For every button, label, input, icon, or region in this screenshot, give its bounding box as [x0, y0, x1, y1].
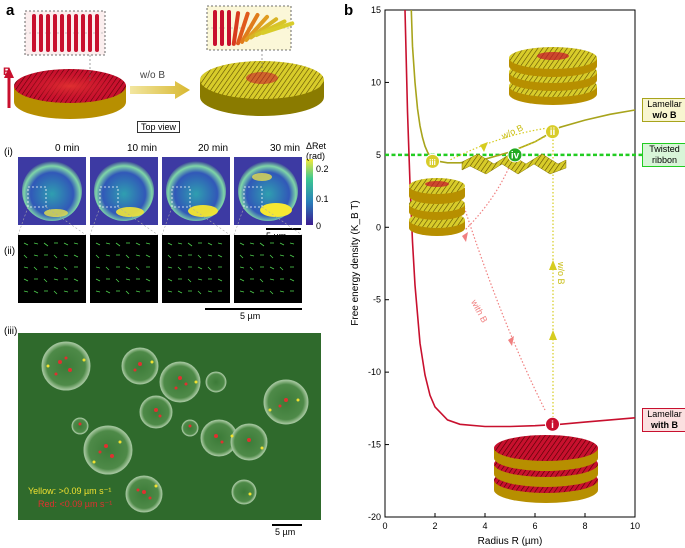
scale-bar-ii-label: 5 µm	[240, 311, 261, 321]
lamellar-with-b-annotation: Lamellar with B	[642, 408, 685, 432]
colorbar-title: ΔRet	[306, 141, 327, 151]
point-marker-ii	[545, 124, 560, 140]
transition-arrow-icon	[130, 81, 190, 99]
frame-0-min	[18, 157, 86, 225]
legend-yellow: Yellow: >0.09 µm s⁻¹	[28, 486, 112, 496]
without-b-label: w/o B	[140, 70, 166, 81]
y-tick-label: -15	[368, 440, 381, 450]
point-label-iv: iv	[511, 150, 520, 161]
scale-bar-iii-label: 5 µm	[275, 527, 296, 537]
tick-labels: 0 2 4 6 8 10 15 10 5 0 -5 -10 -15 -20	[368, 5, 640, 531]
panel-a-schematic	[4, 5, 324, 119]
time-label-1: 10 min	[127, 143, 158, 154]
colorbar-tick-mid: 0.1	[316, 194, 329, 204]
point-label-iii: iii	[429, 158, 436, 167]
row-iii-label: (iii)	[4, 326, 18, 337]
lamellar-stack-top-icon	[509, 47, 597, 105]
x-tick-label: 4	[482, 521, 487, 531]
path-without-b-top	[449, 127, 549, 161]
lamellar-wo-b-annotation: Lamellar w/o B	[642, 98, 685, 122]
x-tick-label: 6	[532, 521, 537, 531]
row-ii-label: (ii)	[4, 246, 16, 257]
lamellar-with-b-line1: Lamellar	[647, 409, 682, 419]
time-label-2: 20 min	[198, 143, 229, 154]
y-tick-label: 5	[376, 150, 381, 160]
point-marker-iii	[425, 153, 440, 169]
panel-b-letter: b	[344, 2, 354, 19]
y-tick-label: 10	[371, 77, 381, 87]
cell-tracking-image	[18, 333, 321, 526]
legend-red: Red: <0.09 µm s⁻¹	[38, 499, 113, 509]
x-tick-label: 10	[630, 521, 640, 531]
lamellar-wo-b-line2: w/o B	[652, 110, 677, 120]
twisted-line1: Twisted	[649, 144, 680, 154]
twisted-rods-inset	[206, 5, 295, 74]
orientation-maps	[18, 235, 302, 310]
twisted-line2: ribbon	[651, 155, 678, 165]
lamellar-stack-small-icon	[409, 178, 465, 236]
y-tick-label: -10	[368, 367, 381, 377]
lamellar-with-b-curve	[404, 9, 636, 428]
point-marker-i	[545, 416, 560, 432]
colorbar-unit: (rad)	[306, 151, 326, 161]
y-tick-label: 0	[376, 222, 381, 232]
path-with-b	[459, 164, 546, 411]
point-marker-iv	[507, 147, 523, 163]
y-tick-label: 15	[371, 5, 381, 15]
time-label-0: 0 min	[55, 143, 80, 154]
twisted-ribbon-annotation: Twisted ribbon	[642, 143, 685, 167]
colorbar-tick-low: 0	[316, 221, 322, 231]
y-axis-label: Free energy density (K_B T)	[350, 200, 361, 325]
aligned-rods-inset	[24, 10, 106, 82]
magnetic-field-arrow-icon	[4, 67, 14, 108]
frame-10-min	[90, 157, 158, 225]
b-field-label: B	[3, 66, 11, 78]
point-label-i: i	[551, 420, 554, 431]
yellow-disc-schematic	[200, 61, 324, 116]
lamellar-wo-b-line1: Lamellar	[647, 99, 682, 109]
top-view-label: Top view	[137, 121, 181, 133]
colorbar-tick-high: 0.2	[316, 164, 329, 174]
twisted-ribbon-icon	[461, 153, 567, 175]
lamellar-stack-bottom-icon	[494, 435, 598, 503]
y-tick-label: -20	[368, 512, 381, 522]
frame-20-min	[162, 157, 230, 225]
lamellar-with-b-line2: with B	[651, 420, 678, 430]
without-b-vertical-label: w/o B	[556, 262, 566, 285]
plot-frame	[384, 9, 636, 518]
x-tick-label: 0	[382, 521, 387, 531]
panel-a-letter: a	[6, 2, 15, 19]
colorbar	[306, 159, 313, 225]
x-tick-label: 8	[582, 521, 587, 531]
y-tick-label: -5	[373, 295, 381, 305]
x-axis-label: Radius R (µm)	[478, 536, 543, 547]
time-label-3: 30 min	[270, 143, 301, 154]
axis-ticks	[384, 9, 636, 518]
frame-30-min	[234, 157, 302, 225]
point-label-ii: ii	[550, 127, 556, 138]
row-i-label: (i)	[4, 147, 13, 158]
x-tick-label: 2	[432, 521, 437, 531]
red-disc-schematic	[14, 69, 126, 119]
retardance-images	[17, 157, 313, 235]
